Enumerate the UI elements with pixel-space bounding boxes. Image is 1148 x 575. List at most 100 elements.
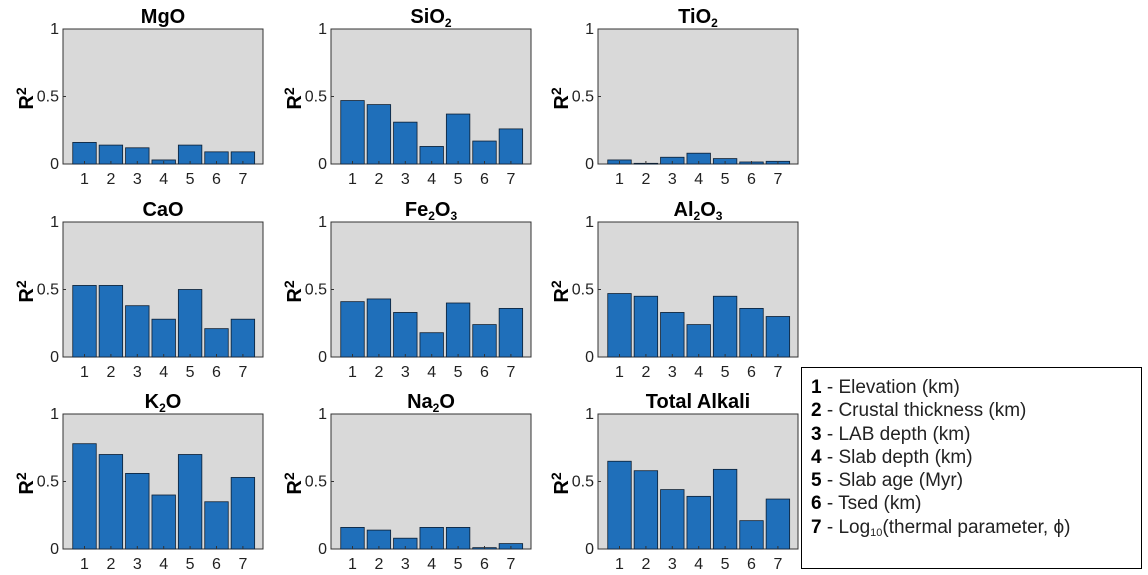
- bar: [419, 527, 444, 550]
- bar: [498, 307, 524, 358]
- y-tick-label: 1: [50, 406, 59, 423]
- bar: [393, 121, 418, 165]
- y-tick-label: 0: [50, 541, 59, 558]
- x-tick-label: 5: [721, 364, 730, 381]
- x-tick-label: 6: [480, 364, 489, 381]
- x-tick-label: 6: [480, 171, 489, 188]
- y-axis-label: R2: [13, 87, 38, 109]
- x-tick-label: 3: [133, 171, 142, 188]
- legend-item-6: 6 - Tsed (km): [811, 493, 922, 515]
- x-tick-label: 4: [427, 171, 436, 188]
- y-axis-label: R2: [13, 472, 38, 494]
- x-tick-label: 7: [506, 556, 515, 573]
- bar: [72, 141, 97, 165]
- x-tick-label: 2: [374, 556, 383, 573]
- x-tick-label: 5: [186, 364, 195, 381]
- x-tick-label: 2: [106, 171, 115, 188]
- x-tick-label: 3: [133, 556, 142, 573]
- bar: [98, 285, 124, 358]
- bar: [607, 460, 632, 550]
- x-tick-label: 1: [80, 556, 89, 573]
- bar: [340, 527, 365, 550]
- x-tick-label: 5: [186, 556, 195, 573]
- legend-item-7: 7 - Log10(thermal parameter, ϕ): [811, 516, 1071, 539]
- bar: [765, 316, 791, 358]
- bar: [739, 520, 764, 550]
- x-tick-label: 1: [615, 556, 624, 573]
- x-tick-label: 1: [348, 364, 357, 381]
- x-tick-label: 4: [427, 556, 436, 573]
- bar: [445, 527, 471, 550]
- x-tick-label: 6: [747, 171, 756, 188]
- y-tick-label: 0.5: [305, 89, 327, 106]
- x-tick-label: 1: [615, 364, 624, 381]
- bar: [204, 501, 229, 550]
- y-tick-label: 0: [318, 541, 327, 558]
- x-tick-label: 7: [238, 171, 247, 188]
- x-tick-label: 3: [401, 556, 410, 573]
- legend-item-3: 3 - LAB depth (km): [811, 423, 971, 445]
- legend-item-1: 1 - Elevation (km): [811, 377, 960, 398]
- plot-area: [330, 413, 532, 550]
- bar: [340, 100, 365, 165]
- chart-title: Al2O3: [674, 199, 723, 223]
- y-tick-label: 1: [585, 21, 594, 38]
- x-tick-label: 6: [480, 556, 489, 573]
- legend-item-4: 4 - Slab depth (km): [811, 446, 973, 468]
- x-tick-label: 1: [348, 171, 357, 188]
- bar: [686, 495, 711, 550]
- y-tick-label: 0: [318, 156, 327, 173]
- bar: [230, 318, 256, 358]
- x-tick-label: 5: [454, 556, 463, 573]
- x-tick-label: 2: [641, 171, 650, 188]
- y-tick-label: 0.5: [305, 474, 327, 491]
- chart-title: MgO: [141, 6, 185, 28]
- bar: [633, 470, 659, 550]
- bar: [739, 307, 764, 358]
- chart-title: TiO2: [678, 6, 718, 30]
- chart-title: CaO: [142, 199, 183, 221]
- bar: [151, 318, 176, 358]
- y-axis-label: R2: [281, 280, 306, 302]
- bar: [340, 301, 365, 358]
- y-tick-label: 0.5: [305, 282, 327, 299]
- bar: [230, 477, 256, 550]
- y-tick-label: 1: [585, 214, 594, 231]
- bar: [177, 454, 203, 550]
- x-tick-label: 5: [454, 364, 463, 381]
- x-tick-label: 2: [106, 364, 115, 381]
- x-tick-label: 6: [747, 364, 756, 381]
- x-tick-label: 5: [186, 171, 195, 188]
- x-tick-label: 3: [668, 556, 677, 573]
- bar: [445, 113, 471, 165]
- bar: [607, 293, 632, 358]
- y-tick-label: 1: [318, 21, 327, 38]
- x-tick-label: 3: [401, 364, 410, 381]
- y-axis-label: R2: [548, 472, 573, 494]
- y-tick-label: 1: [585, 406, 594, 423]
- x-tick-label: 2: [374, 171, 383, 188]
- plot-area: [597, 28, 799, 165]
- x-tick-label: 3: [668, 364, 677, 381]
- y-axis-label: R2: [281, 87, 306, 109]
- y-tick-label: 0: [585, 541, 594, 558]
- y-tick-label: 0.5: [572, 89, 594, 106]
- x-tick-label: 3: [401, 171, 410, 188]
- bar: [765, 498, 791, 550]
- y-axis-label: R2: [281, 472, 306, 494]
- x-tick-label: 4: [694, 171, 703, 188]
- bar: [472, 324, 497, 358]
- chart-title: SiO2: [410, 6, 451, 30]
- x-tick-label: 7: [238, 556, 247, 573]
- x-tick-label: 6: [212, 556, 221, 573]
- x-tick-label: 3: [133, 364, 142, 381]
- bar: [498, 128, 524, 165]
- bar: [633, 295, 659, 358]
- x-tick-label: 1: [80, 171, 89, 188]
- x-tick-label: 5: [721, 171, 730, 188]
